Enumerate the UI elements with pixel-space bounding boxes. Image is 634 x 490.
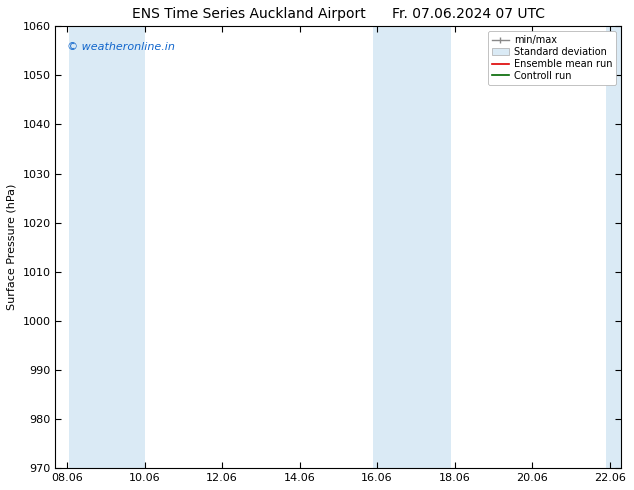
Text: © weatheronline.in: © weatheronline.in (67, 42, 175, 52)
Bar (373, 26, 412, 468)
Bar (605, 26, 621, 468)
Bar (412, 26, 451, 468)
Bar (106, 26, 145, 468)
Legend: min/max, Standard deviation, Ensemble mean run, Controll run: min/max, Standard deviation, Ensemble me… (488, 31, 616, 85)
Y-axis label: Surface Pressure (hPa): Surface Pressure (hPa) (7, 184, 17, 311)
Title: ENS Time Series Auckland Airport      Fr. 07.06.2024 07 UTC: ENS Time Series Auckland Airport Fr. 07.… (132, 7, 545, 21)
Bar (69, 26, 106, 468)
